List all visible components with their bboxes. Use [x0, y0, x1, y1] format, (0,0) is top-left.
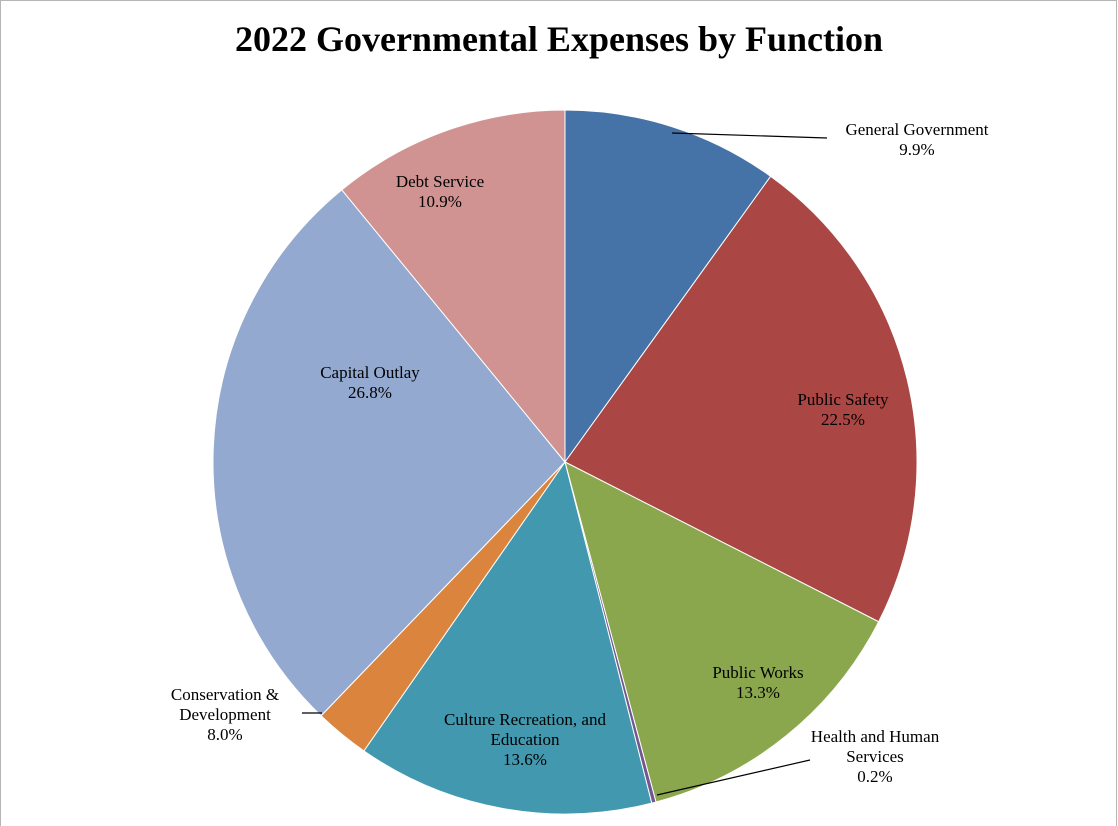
category-label: Debt Service [396, 172, 484, 191]
data-label: General Government 9.9% [845, 120, 988, 159]
data-label: Debt Service 10.9% [396, 172, 484, 211]
slice-public-safety [564, 175, 918, 623]
chart-title: 2022 Governmental Expenses by Function [234, 19, 884, 59]
leader-lines [302, 132, 828, 796]
percent-label: 13.6% [503, 750, 547, 769]
slice-capital-outlay [212, 189, 566, 717]
pie-slices [212, 109, 918, 815]
category-label: Services [846, 747, 904, 766]
percent-label: 0.2% [857, 767, 892, 786]
leader-line [671, 132, 828, 139]
percent-label: 26.8% [348, 383, 392, 402]
category-label: Culture Recreation, and [444, 710, 606, 729]
percent-label: 22.5% [821, 410, 865, 429]
data-label: Culture Recreation, and Education 13.6% [444, 710, 606, 769]
category-label: General Government [845, 120, 988, 139]
slice-general-government [564, 109, 772, 464]
category-label: Development [179, 705, 271, 724]
category-label: Public Safety [797, 390, 889, 409]
data-label: Conservation & Development 8.0% [171, 685, 279, 744]
data-label: Health and Human Services 0.2% [811, 727, 940, 786]
leader-line [656, 759, 811, 796]
slice-culture-recreation-and-education [363, 460, 653, 815]
category-label: Capital Outlay [320, 363, 420, 382]
category-label: Education [491, 730, 560, 749]
slice-public-works [564, 461, 880, 803]
percent-label: 10.9% [418, 192, 462, 211]
category-label: Public Works [712, 663, 803, 682]
data-label: Public Safety 22.5% [797, 390, 889, 429]
data-label: Public Works 13.3% [712, 663, 803, 702]
slice-debt-service [341, 109, 566, 464]
data-label: Capital Outlay 26.8% [320, 363, 420, 402]
percent-label: 8.0% [207, 725, 242, 744]
percent-label: 9.9% [899, 140, 934, 159]
category-label: Conservation & [171, 685, 279, 704]
category-label: Health and Human [811, 727, 940, 746]
slice-labels: General Government 9.9% Public Safety 22.5%… [171, 120, 989, 786]
percent-label: 13.3% [736, 683, 780, 702]
